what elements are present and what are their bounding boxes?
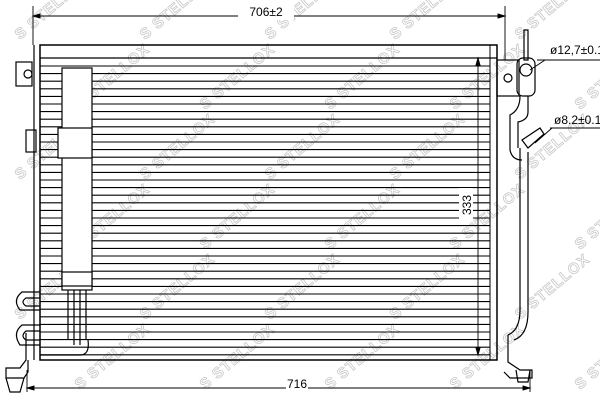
watermark-text: S STELLOX (387, 0, 469, 43)
watermark-text: S STELLOX (197, 181, 279, 253)
left-pipes (5, 61, 40, 393)
dimension-lines (25, 6, 600, 392)
watermark-text: S STELLOX (447, 41, 529, 113)
condenser-core (33, 44, 498, 361)
watermark-text: S STELLOX (512, 251, 594, 323)
watermark-text: S STELLOX (12, 0, 94, 43)
watermark-text: S STELLOX (322, 181, 404, 253)
watermark-text: S STELLOX (572, 321, 600, 393)
watermark-text: S STELLOX (572, 181, 600, 253)
bottom-dimension-bg (286, 378, 308, 392)
watermark-text: S STELLOX (447, 181, 529, 253)
right-pipes (496, 29, 545, 383)
top-width-label: 706±2 (249, 5, 283, 19)
watermark-text: S STELLOX (197, 41, 279, 113)
watermark-text: S STELLOX (137, 0, 219, 43)
top-dimension-bg (238, 6, 294, 20)
outlet-diameter-label: ø8.2±0.1 (554, 113, 600, 127)
watermark-text: S STELLOX (322, 41, 404, 113)
height-dimension-bg (459, 188, 473, 222)
fin-lines (40, 65, 490, 356)
watermark: S STELLOX S STELLOX S STELLOX S STELLOX S ST… (11, 0, 600, 393)
height-label: 333 (460, 195, 474, 215)
inlet-diameter-label: ø12,7±0.1 (550, 43, 600, 57)
bottom-width-label: 716 (287, 377, 307, 391)
receiver-drier (40, 67, 93, 356)
